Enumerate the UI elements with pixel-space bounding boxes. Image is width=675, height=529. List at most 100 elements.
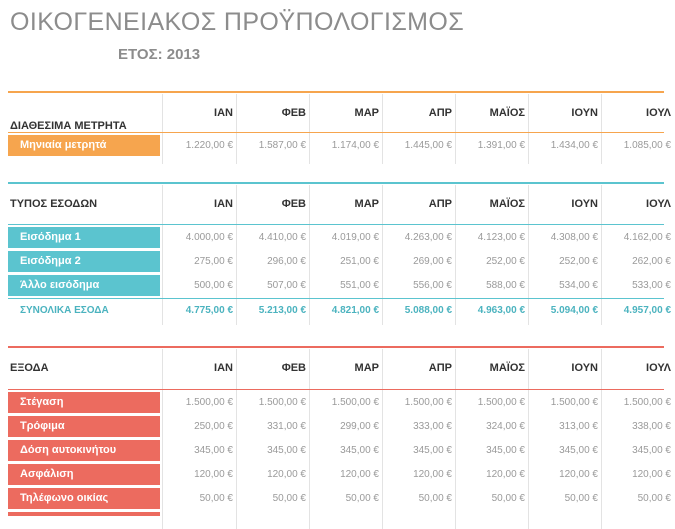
value-cell[interactable]: 120,00 €: [486, 469, 525, 480]
total-value-cell: 5.088,00 €: [404, 305, 452, 316]
value-cell[interactable]: 1.391,00 €: [477, 140, 525, 151]
value-cell[interactable]: 120,00 €: [340, 469, 379, 480]
value-cell[interactable]: 507,00 €: [267, 280, 306, 291]
value-cell[interactable]: 345,00 €: [559, 445, 598, 456]
value-cell[interactable]: 1.174,00 €: [331, 140, 379, 151]
value-cell[interactable]: 50,00 €: [564, 493, 598, 504]
total-value-cell: 5.213,00 €: [258, 305, 306, 316]
total-value-cell: 4.963,00 €: [477, 305, 525, 316]
value-cell[interactable]: 534,00 €: [559, 280, 598, 291]
value-cell[interactable]: 345,00 €: [267, 445, 306, 456]
value-cell[interactable]: 50,00 €: [272, 493, 306, 504]
value-cell[interactable]: 331,00 €: [267, 421, 306, 432]
row-label[interactable]: Μηνιαία μετρητά: [8, 135, 160, 156]
column-divider: [236, 349, 237, 529]
value-cell[interactable]: 1.500,00 €: [477, 397, 525, 408]
value-cell[interactable]: 1.500,00 €: [331, 397, 379, 408]
income-header: ΤΥΠΟΣ ΕΣΟΔΩΝ: [10, 198, 98, 210]
value-cell[interactable]: 296,00 €: [267, 256, 306, 267]
value-cell[interactable]: 4.410,00 €: [258, 232, 306, 243]
value-cell[interactable]: 551,00 €: [340, 280, 379, 291]
value-cell[interactable]: 120,00 €: [413, 469, 452, 480]
month-header-1: ΙΑΝ: [214, 362, 233, 374]
value-cell[interactable]: 252,00 €: [559, 256, 598, 267]
value-cell[interactable]: 333,00 €: [413, 421, 452, 432]
value-cell[interactable]: 4.000,00 €: [185, 232, 233, 243]
value-cell[interactable]: 556,00 €: [413, 280, 452, 291]
value-cell[interactable]: 120,00 €: [267, 469, 306, 480]
value-cell[interactable]: 1.500,00 €: [550, 397, 598, 408]
column-divider: [528, 94, 529, 164]
value-cell[interactable]: 345,00 €: [632, 445, 671, 456]
value-cell[interactable]: 1.220,00 €: [185, 140, 233, 151]
value-cell[interactable]: 588,00 €: [486, 280, 525, 291]
value-cell[interactable]: 4.162,00 €: [623, 232, 671, 243]
month-header-2: ΦΕΒ: [281, 362, 306, 374]
expenses-header: ΕΞΟΔΑ: [10, 362, 49, 374]
row-label[interactable]: Εισόδημα 1: [8, 227, 160, 248]
expenses-header-rule: [8, 389, 664, 390]
month-header-6: ΙΟΥΝ: [571, 362, 598, 374]
value-cell[interactable]: 1.500,00 €: [623, 397, 671, 408]
column-divider: [309, 185, 310, 325]
value-cell[interactable]: 50,00 €: [637, 493, 671, 504]
total-value-cell: 4.821,00 €: [331, 305, 379, 316]
value-cell[interactable]: 1.587,00 €: [258, 140, 306, 151]
value-cell[interactable]: 1.085,00 €: [623, 140, 671, 151]
value-cell[interactable]: 120,00 €: [632, 469, 671, 480]
value-cell[interactable]: 275,00 €: [194, 256, 233, 267]
value-cell[interactable]: 345,00 €: [340, 445, 379, 456]
row-label-partial: [8, 512, 160, 516]
column-divider: [309, 94, 310, 164]
value-cell[interactable]: 345,00 €: [413, 445, 452, 456]
value-cell[interactable]: 250,00 €: [194, 421, 233, 432]
row-label[interactable]: Δόση αυτοκινήτου: [8, 440, 160, 461]
column-divider: [601, 349, 602, 529]
value-cell[interactable]: 500,00 €: [194, 280, 233, 291]
value-cell[interactable]: 338,00 €: [632, 421, 671, 432]
value-cell[interactable]: 4.308,00 €: [550, 232, 598, 243]
month-header-2: ΦΕΒ: [281, 107, 306, 119]
income-total-rule: [8, 298, 664, 299]
value-cell[interactable]: 251,00 €: [340, 256, 379, 267]
row-label[interactable]: Άλλο εισόδημα: [8, 275, 160, 296]
value-cell[interactable]: 262,00 €: [632, 256, 671, 267]
column-divider: [382, 349, 383, 529]
row-label[interactable]: Τηλέφωνο οικίας: [8, 488, 160, 509]
expenses-top-rule: [8, 346, 664, 348]
value-cell[interactable]: 50,00 €: [418, 493, 452, 504]
value-cell[interactable]: 313,00 €: [559, 421, 598, 432]
value-cell[interactable]: 120,00 €: [194, 469, 233, 480]
value-cell[interactable]: 50,00 €: [199, 493, 233, 504]
cash-header: ΔΙΑΘΕΣΙΜΑ ΜΕΤΡΗΤΑ: [10, 120, 127, 132]
total-value-cell: 4.775,00 €: [185, 305, 233, 316]
cash-top-rule: [8, 91, 664, 93]
value-cell[interactable]: 4.123,00 €: [477, 232, 525, 243]
value-cell[interactable]: 345,00 €: [194, 445, 233, 456]
row-label[interactable]: Τρόφιμα: [8, 416, 160, 437]
value-cell[interactable]: 252,00 €: [486, 256, 525, 267]
column-divider: [382, 94, 383, 164]
income-top-rule: [8, 182, 664, 184]
value-cell[interactable]: 120,00 €: [559, 469, 598, 480]
value-cell[interactable]: 1.500,00 €: [258, 397, 306, 408]
value-cell[interactable]: 345,00 €: [486, 445, 525, 456]
value-cell[interactable]: 1.500,00 €: [185, 397, 233, 408]
value-cell[interactable]: 299,00 €: [340, 421, 379, 432]
value-cell[interactable]: 50,00 €: [491, 493, 525, 504]
row-label[interactable]: Στέγαση: [8, 392, 160, 413]
value-cell[interactable]: 1.500,00 €: [404, 397, 452, 408]
value-cell[interactable]: 533,00 €: [632, 280, 671, 291]
value-cell[interactable]: 1.434,00 €: [550, 140, 598, 151]
value-cell[interactable]: 1.445,00 €: [404, 140, 452, 151]
value-cell[interactable]: 269,00 €: [413, 256, 452, 267]
value-cell[interactable]: 324,00 €: [486, 421, 525, 432]
month-header-4: ΑΠΡ: [428, 198, 452, 210]
row-label[interactable]: Εισόδημα 2: [8, 251, 160, 272]
value-cell[interactable]: 4.263,00 €: [404, 232, 452, 243]
value-cell[interactable]: 50,00 €: [345, 493, 379, 504]
value-cell[interactable]: 4.019,00 €: [331, 232, 379, 243]
row-label[interactable]: Ασφάλιση: [8, 464, 160, 485]
total-value-cell: 5.094,00 €: [550, 305, 598, 316]
month-header-3: ΜΑΡ: [354, 362, 379, 374]
